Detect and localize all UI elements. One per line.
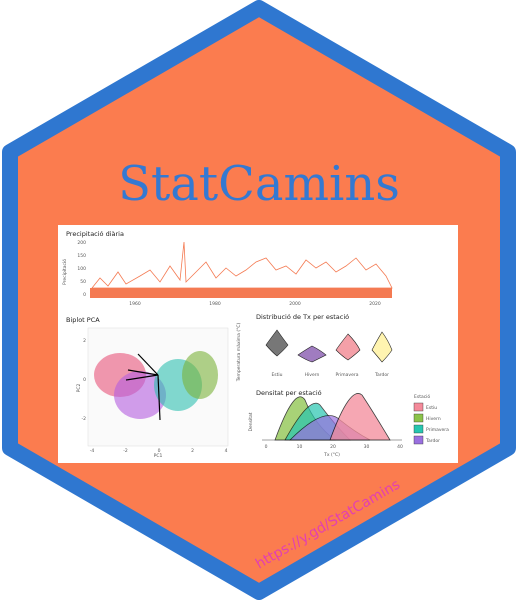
tick-label: -2 bbox=[82, 416, 87, 422]
tick-label: 2 bbox=[83, 338, 86, 344]
legend-swatch bbox=[413, 413, 424, 423]
precip-line bbox=[91, 241, 393, 289]
density-curve bbox=[329, 393, 391, 441]
tick-label: 0 bbox=[265, 444, 268, 450]
legend-title: Estació bbox=[414, 393, 430, 400]
legend: Estiu Hivern Primavera Tardor bbox=[413, 402, 449, 445]
tick-label: 4 bbox=[225, 448, 228, 454]
violin bbox=[265, 329, 289, 357]
violin-title: Distribució de Tx per estació bbox=[256, 313, 349, 321]
pca-yticks: 2 0 -2 bbox=[82, 338, 87, 422]
pca-cluster bbox=[114, 371, 166, 419]
tick-label: 150 bbox=[77, 253, 86, 259]
violin bbox=[371, 331, 393, 363]
pca-xticks: -4 -2 0 2 4 bbox=[90, 448, 228, 454]
legend-swatch bbox=[413, 402, 424, 412]
tick-label: 200 bbox=[77, 240, 86, 246]
precip-base bbox=[90, 288, 392, 298]
tick-label: 10 bbox=[297, 444, 303, 450]
pca-xlabel: PC1 bbox=[154, 453, 163, 459]
precip-xticks: 1960 1980 2000 2020 bbox=[129, 301, 381, 307]
tick-label: 2020 bbox=[369, 301, 381, 307]
tick-label: 40 bbox=[397, 444, 403, 450]
tick-label: 0 bbox=[83, 377, 86, 383]
pca-cluster bbox=[182, 351, 218, 399]
violin bbox=[335, 333, 361, 361]
tick-label: Primavera bbox=[336, 372, 359, 378]
legend-swatch bbox=[413, 424, 424, 434]
precip-ylabel: Precipitació bbox=[61, 259, 68, 285]
precip-yticks: 200 150 100 50 0 bbox=[77, 240, 86, 298]
legend-label: Primavera bbox=[426, 427, 449, 433]
tick-label: 1960 bbox=[129, 301, 141, 307]
tick-label: 50 bbox=[80, 279, 86, 285]
tick-label: 0 bbox=[158, 448, 161, 454]
tick-label: Hivern bbox=[305, 372, 320, 378]
legend-label: Hivern bbox=[426, 416, 441, 422]
legend-label: Tardor bbox=[425, 438, 440, 444]
tick-label: 20 bbox=[330, 444, 336, 450]
density-xlabel: Tx (°C) bbox=[323, 452, 340, 458]
tick-label: -4 bbox=[90, 448, 95, 454]
tick-label: 2 bbox=[191, 448, 194, 454]
violin-xticks: Estiu Hivern Primavera Tardor bbox=[271, 372, 389, 378]
density-ylabel: Densitat bbox=[248, 412, 254, 431]
violin-ylabel: Temperatura màxima (°C) bbox=[235, 322, 242, 382]
tick-label: Tardor bbox=[374, 372, 389, 378]
density-xticks: 0 10 20 30 40 bbox=[265, 444, 403, 450]
tick-label: -2 bbox=[123, 448, 128, 454]
precip-title: Precipitació diària bbox=[66, 230, 124, 238]
tick-label: 30 bbox=[364, 444, 370, 450]
title: StatCamins bbox=[118, 156, 400, 212]
density-title: Densitat per estació bbox=[256, 389, 322, 397]
tick-label: 2000 bbox=[289, 301, 301, 307]
tick-label: 0 bbox=[83, 292, 86, 298]
tick-label: 1980 bbox=[209, 301, 221, 307]
legend-label: Estiu bbox=[426, 405, 437, 411]
legend-swatch bbox=[413, 435, 424, 445]
violin bbox=[297, 345, 327, 363]
pca-title: Biplot PCA bbox=[66, 316, 100, 324]
tick-label: Estiu bbox=[271, 372, 282, 378]
tick-label: 100 bbox=[77, 266, 86, 272]
pca-arrows bbox=[125, 353, 161, 421]
pca-ylabel: PC2 bbox=[76, 384, 82, 393]
